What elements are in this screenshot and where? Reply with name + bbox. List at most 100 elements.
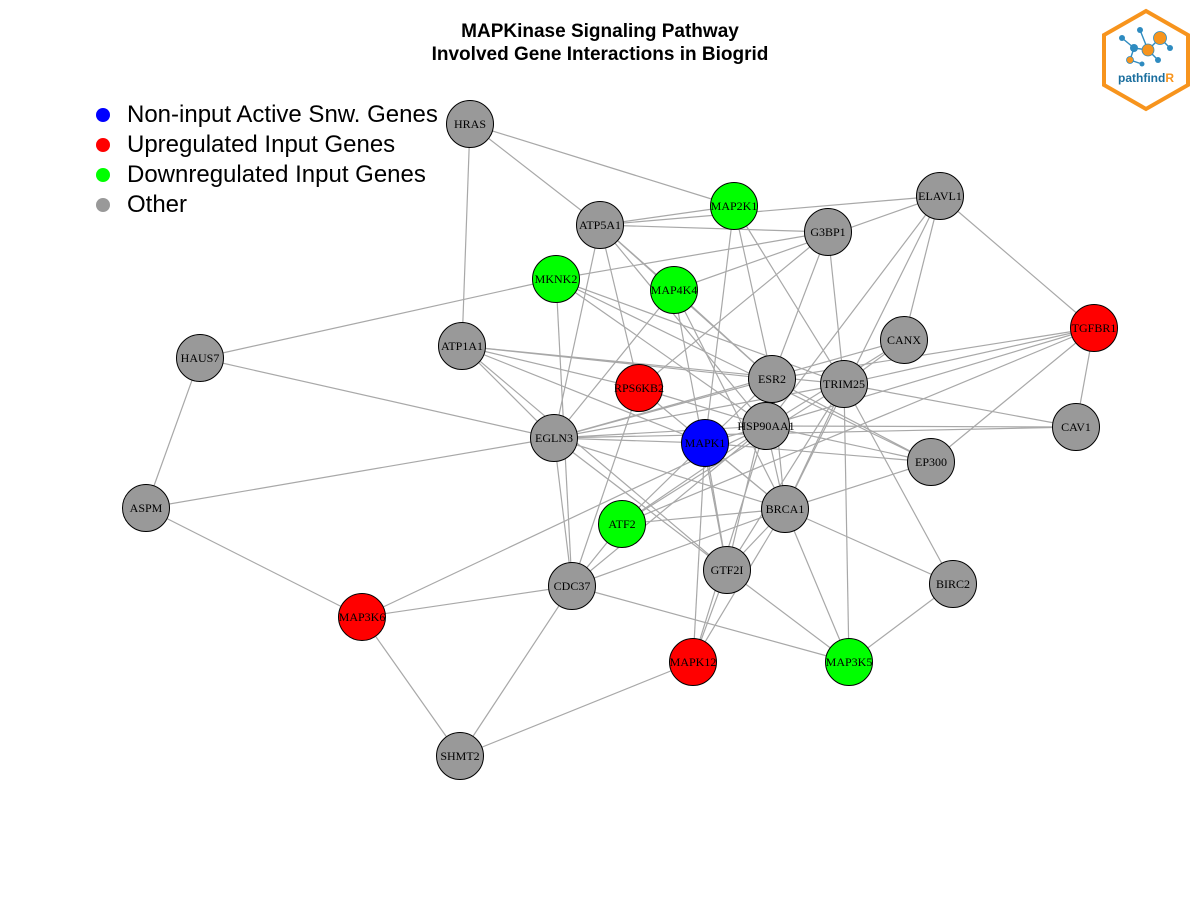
node-cav1[interactable]: CAV1 — [1052, 403, 1100, 451]
edge-trim25-atf2 — [621, 383, 845, 525]
node-cdc37[interactable]: CDC37 — [548, 562, 596, 610]
node-label: ATP5A1 — [579, 218, 621, 232]
node-label: EP300 — [915, 455, 947, 469]
edge-hras-map2k1 — [469, 123, 735, 207]
chart-title: MAPKinase Signaling Pathway Involved Gen… — [0, 20, 1200, 66]
node-hras[interactable]: HRAS — [446, 100, 494, 148]
edge-map4k4-egln3 — [553, 289, 675, 439]
node-label: BRCA1 — [766, 502, 805, 516]
node-circle[interactable] — [669, 638, 717, 686]
legend-marker-red — [96, 138, 110, 152]
edge-rps6kb2-cdc37 — [571, 387, 640, 587]
legend: Non-input Active Snw. Genes Upregulated … — [96, 100, 438, 220]
title-line-2: Involved Gene Interactions in Biogrid — [431, 44, 769, 65]
node-gtf2i[interactable]: GTF2I — [703, 546, 751, 594]
edge-cdc37-map3k6 — [361, 585, 573, 618]
node-shmt2[interactable]: SHMT2 — [436, 732, 484, 780]
node-circle[interactable] — [742, 402, 790, 450]
edge-tgfbr1-hsp90aa1 — [765, 327, 1095, 427]
node-circle[interactable] — [703, 546, 751, 594]
node-label: SHMT2 — [440, 749, 479, 763]
node-label: CDC37 — [554, 579, 591, 593]
node-birc2[interactable]: BIRC2 — [929, 560, 977, 608]
node-brca1[interactable]: BRCA1 — [761, 485, 809, 533]
node-map2k1[interactable]: MAP2K1 — [710, 182, 758, 230]
node-circle[interactable] — [650, 266, 698, 314]
node-circle[interactable] — [880, 316, 928, 364]
node-atp1a1[interactable]: ATP1A1 — [438, 322, 486, 370]
node-circle[interactable] — [176, 334, 224, 382]
edge-map4k4-brca1 — [673, 289, 786, 510]
edge-elavl1-tgfbr1 — [939, 195, 1095, 329]
node-ep300[interactable]: EP300 — [907, 438, 955, 486]
node-circle[interactable] — [615, 364, 663, 412]
node-esr2[interactable]: ESR2 — [748, 355, 796, 403]
node-circle[interactable] — [1052, 403, 1100, 451]
node-trim25[interactable]: TRIM25 — [820, 360, 868, 408]
node-circle[interactable] — [532, 255, 580, 303]
node-circle[interactable] — [338, 593, 386, 641]
node-circle[interactable] — [907, 438, 955, 486]
node-circle[interactable] — [929, 560, 977, 608]
node-label: BIRC2 — [936, 577, 970, 591]
node-map4k4[interactable]: MAP4K4 — [650, 266, 698, 314]
node-circle[interactable] — [916, 172, 964, 220]
node-circle[interactable] — [825, 638, 873, 686]
node-atf2[interactable]: ATF2 — [598, 500, 646, 548]
node-circle[interactable] — [576, 201, 624, 249]
node-circle[interactable] — [446, 100, 494, 148]
node-circle[interactable] — [436, 732, 484, 780]
node-circle[interactable] — [681, 419, 729, 467]
node-label: EGLN3 — [535, 431, 573, 445]
node-circle[interactable] — [820, 360, 868, 408]
node-label: CANX — [887, 333, 921, 347]
node-atp5a1[interactable]: ATP5A1 — [576, 201, 624, 249]
edge-trim25-birc2 — [843, 383, 954, 585]
node-rps6kb2[interactable]: RPS6KB2 — [614, 364, 664, 412]
node-circle[interactable] — [122, 484, 170, 532]
node-circle[interactable] — [748, 355, 796, 403]
node-haus7[interactable]: HAUS7 — [176, 334, 224, 382]
node-label: MAP3K5 — [826, 655, 873, 669]
node-circle[interactable] — [710, 182, 758, 230]
legend-label: Downregulated Input Genes — [127, 161, 426, 188]
node-map3k5[interactable]: MAP3K5 — [825, 638, 873, 686]
pathfindr-logo: pathfindR — [1102, 8, 1190, 112]
node-circle[interactable] — [598, 500, 646, 548]
node-label: ESR2 — [758, 372, 786, 386]
node-circle[interactable] — [548, 562, 596, 610]
node-circle[interactable] — [1070, 304, 1118, 352]
node-mapk1[interactable]: MAPK1 — [681, 419, 729, 467]
edge-g3bp1-rps6kb2 — [638, 231, 829, 389]
logo-wordmark: pathfindR — [1118, 71, 1174, 85]
edge-elavl1-hsp90aa1 — [765, 195, 941, 427]
node-mapk12[interactable]: MAPK12 — [669, 638, 717, 686]
legend-item-other: Other — [96, 190, 438, 220]
legend-marker-blue — [96, 108, 110, 122]
node-circle[interactable] — [530, 414, 578, 462]
node-mknk2[interactable]: MKNK2 — [532, 255, 580, 303]
node-hsp90aa1[interactable]: HSP90AA1 — [737, 402, 795, 450]
node-g3bp1[interactable]: G3BP1 — [804, 208, 852, 256]
node-canx[interactable]: CANX — [880, 316, 928, 364]
edge-mapk1-mapk12 — [692, 442, 706, 663]
edge-brca1-map3k5 — [784, 508, 850, 663]
node-tgfbr1[interactable]: TGFBR1 — [1070, 304, 1118, 352]
edge-trim25-map3k5 — [843, 383, 850, 663]
node-label: RPS6KB2 — [614, 381, 664, 395]
edge-brca1-atf2 — [621, 508, 786, 525]
legend-item-non-input-active: Non-input Active Snw. Genes — [96, 100, 438, 130]
node-aspm[interactable]: ASPM — [122, 484, 170, 532]
node-circle[interactable] — [438, 322, 486, 370]
node-circle[interactable] — [804, 208, 852, 256]
node-circle[interactable] — [761, 485, 809, 533]
edge-mknk2-g3bp1 — [555, 231, 829, 280]
node-map3k6[interactable]: MAP3K6 — [338, 593, 386, 641]
node-egln3[interactable]: EGLN3 — [530, 414, 578, 462]
node-elavl1[interactable]: ELAVL1 — [916, 172, 964, 220]
edge-atp5a1-g3bp1 — [599, 224, 829, 233]
edge-trim25-cav1 — [843, 383, 1077, 428]
edge-brca1-birc2 — [784, 508, 954, 585]
edge-map2k1-mapk1 — [704, 205, 735, 444]
node-label: MAP2K1 — [711, 199, 758, 213]
